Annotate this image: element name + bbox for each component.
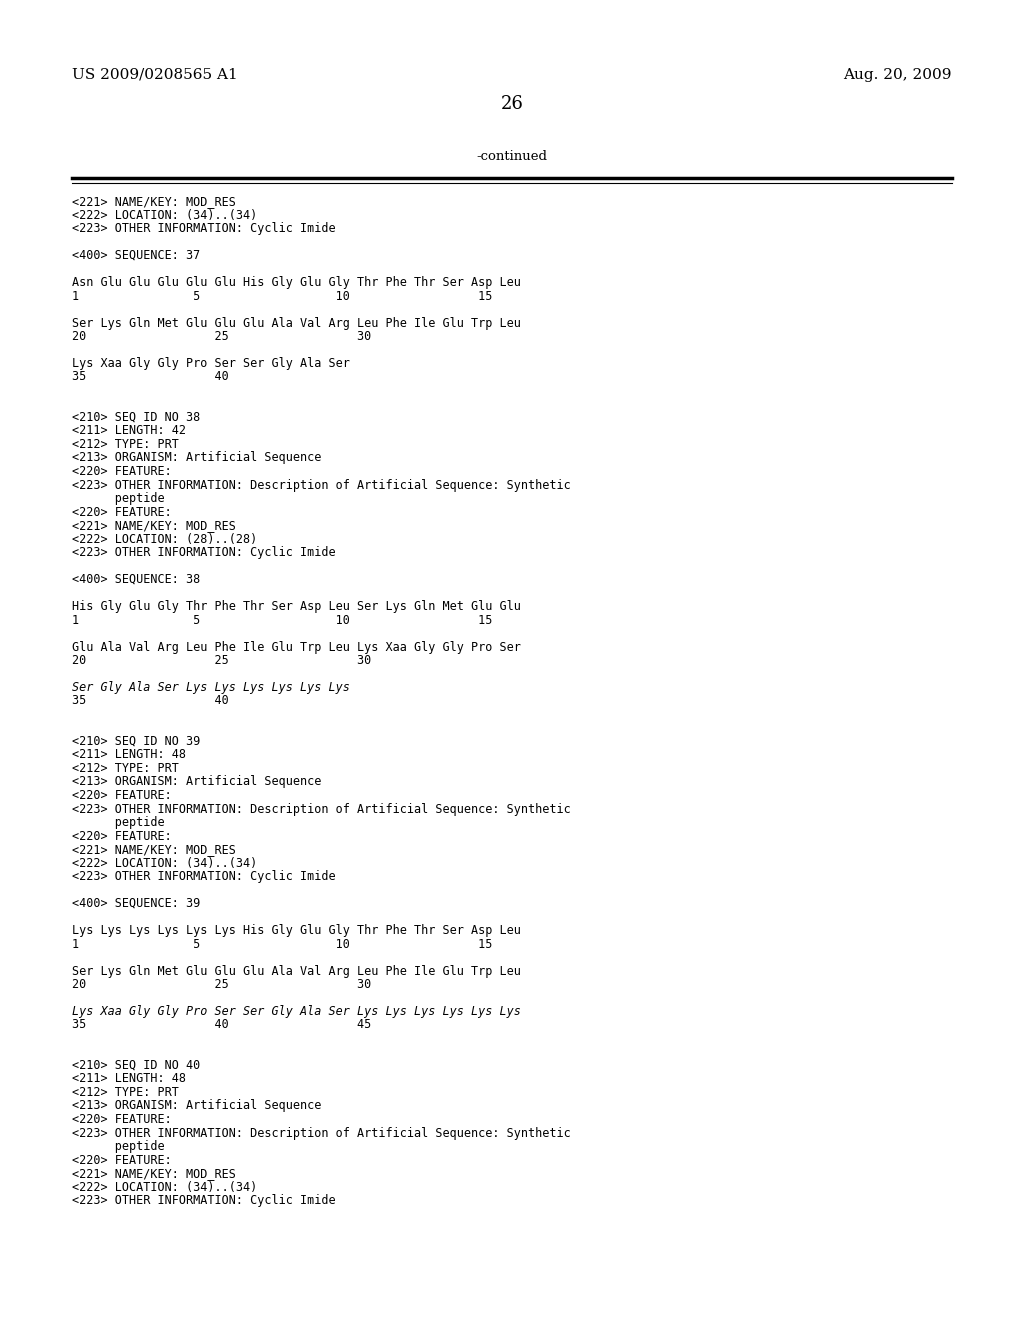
- Text: <210> SEQ ID NO 40: <210> SEQ ID NO 40: [72, 1059, 201, 1072]
- Text: Lys Lys Lys Lys Lys Lys His Gly Glu Gly Thr Phe Thr Ser Asp Leu: Lys Lys Lys Lys Lys Lys His Gly Glu Gly …: [72, 924, 521, 937]
- Text: <220> FEATURE:: <220> FEATURE:: [72, 506, 172, 519]
- Text: -continued: -continued: [476, 150, 548, 162]
- Text: <210> SEQ ID NO 39: <210> SEQ ID NO 39: [72, 735, 201, 748]
- Text: Ser Lys Gln Met Glu Glu Glu Ala Val Arg Leu Phe Ile Glu Trp Leu: Ser Lys Gln Met Glu Glu Glu Ala Val Arg …: [72, 965, 521, 978]
- Text: 35                  40                  45: 35 40 45: [72, 1019, 372, 1031]
- Text: 35                  40: 35 40: [72, 694, 228, 708]
- Text: <223> OTHER INFORMATION: Description of Artificial Sequence: Synthetic: <223> OTHER INFORMATION: Description of …: [72, 479, 570, 491]
- Text: Asn Glu Glu Glu Glu Glu His Gly Glu Gly Thr Phe Thr Ser Asp Leu: Asn Glu Glu Glu Glu Glu His Gly Glu Gly …: [72, 276, 521, 289]
- Text: <211> LENGTH: 48: <211> LENGTH: 48: [72, 748, 186, 762]
- Text: 26: 26: [501, 95, 523, 114]
- Text: 1                5                   10                  15: 1 5 10 15: [72, 289, 493, 302]
- Text: <221> NAME/KEY: MOD_RES: <221> NAME/KEY: MOD_RES: [72, 519, 236, 532]
- Text: <221> NAME/KEY: MOD_RES: <221> NAME/KEY: MOD_RES: [72, 843, 236, 855]
- Text: <222> LOCATION: (34)..(34): <222> LOCATION: (34)..(34): [72, 857, 257, 870]
- Text: <223> OTHER INFORMATION: Description of Artificial Sequence: Synthetic: <223> OTHER INFORMATION: Description of …: [72, 803, 570, 816]
- Text: <212> TYPE: PRT: <212> TYPE: PRT: [72, 1086, 179, 1100]
- Text: 35                  40: 35 40: [72, 371, 228, 384]
- Text: <212> TYPE: PRT: <212> TYPE: PRT: [72, 438, 179, 451]
- Text: 20                  25                  30: 20 25 30: [72, 330, 372, 343]
- Text: <220> FEATURE:: <220> FEATURE:: [72, 789, 172, 803]
- Text: 1                5                   10                  15: 1 5 10 15: [72, 614, 493, 627]
- Text: Ser Gly Ala Ser Lys Lys Lys Lys Lys Lys: Ser Gly Ala Ser Lys Lys Lys Lys Lys Lys: [72, 681, 350, 694]
- Text: <210> SEQ ID NO 38: <210> SEQ ID NO 38: [72, 411, 201, 424]
- Text: US 2009/0208565 A1: US 2009/0208565 A1: [72, 69, 238, 82]
- Text: <220> FEATURE:: <220> FEATURE:: [72, 465, 172, 478]
- Text: Aug. 20, 2009: Aug. 20, 2009: [844, 69, 952, 82]
- Text: <220> FEATURE:: <220> FEATURE:: [72, 1154, 172, 1167]
- Text: <222> LOCATION: (28)..(28): <222> LOCATION: (28)..(28): [72, 532, 257, 545]
- Text: <213> ORGANISM: Artificial Sequence: <213> ORGANISM: Artificial Sequence: [72, 451, 322, 465]
- Text: Lys Xaa Gly Gly Pro Ser Ser Gly Ala Ser: Lys Xaa Gly Gly Pro Ser Ser Gly Ala Ser: [72, 356, 350, 370]
- Text: <223> OTHER INFORMATION: Description of Artificial Sequence: Synthetic: <223> OTHER INFORMATION: Description of …: [72, 1126, 570, 1139]
- Text: <221> NAME/KEY: MOD_RES: <221> NAME/KEY: MOD_RES: [72, 1167, 236, 1180]
- Text: <211> LENGTH: 48: <211> LENGTH: 48: [72, 1072, 186, 1085]
- Text: 1                5                   10                  15: 1 5 10 15: [72, 937, 493, 950]
- Text: His Gly Glu Gly Thr Phe Thr Ser Asp Leu Ser Lys Gln Met Glu Glu: His Gly Glu Gly Thr Phe Thr Ser Asp Leu …: [72, 601, 521, 612]
- Text: <212> TYPE: PRT: <212> TYPE: PRT: [72, 762, 179, 775]
- Text: 20                  25                  30: 20 25 30: [72, 978, 372, 991]
- Text: <400> SEQUENCE: 38: <400> SEQUENCE: 38: [72, 573, 201, 586]
- Text: <213> ORGANISM: Artificial Sequence: <213> ORGANISM: Artificial Sequence: [72, 776, 322, 788]
- Text: Glu Ala Val Arg Leu Phe Ile Glu Trp Leu Lys Xaa Gly Gly Pro Ser: Glu Ala Val Arg Leu Phe Ile Glu Trp Leu …: [72, 640, 521, 653]
- Text: <223> OTHER INFORMATION: Cyclic Imide: <223> OTHER INFORMATION: Cyclic Imide: [72, 222, 336, 235]
- Text: <223> OTHER INFORMATION: Cyclic Imide: <223> OTHER INFORMATION: Cyclic Imide: [72, 870, 336, 883]
- Text: peptide: peptide: [72, 1140, 165, 1152]
- Text: peptide: peptide: [72, 816, 165, 829]
- Text: <222> LOCATION: (34)..(34): <222> LOCATION: (34)..(34): [72, 1180, 257, 1193]
- Text: <400> SEQUENCE: 39: <400> SEQUENCE: 39: [72, 898, 201, 909]
- Text: Ser Lys Gln Met Glu Glu Glu Ala Val Arg Leu Phe Ile Glu Trp Leu: Ser Lys Gln Met Glu Glu Glu Ala Val Arg …: [72, 317, 521, 330]
- Text: 20                  25                  30: 20 25 30: [72, 653, 372, 667]
- Text: <221> NAME/KEY: MOD_RES: <221> NAME/KEY: MOD_RES: [72, 195, 236, 209]
- Text: <223> OTHER INFORMATION: Cyclic Imide: <223> OTHER INFORMATION: Cyclic Imide: [72, 546, 336, 558]
- Text: <222> LOCATION: (34)..(34): <222> LOCATION: (34)..(34): [72, 209, 257, 222]
- Text: <400> SEQUENCE: 37: <400> SEQUENCE: 37: [72, 249, 201, 261]
- Text: <213> ORGANISM: Artificial Sequence: <213> ORGANISM: Artificial Sequence: [72, 1100, 322, 1113]
- Text: Lys Xaa Gly Gly Pro Ser Ser Gly Ala Ser Lys Lys Lys Lys Lys Lys: Lys Xaa Gly Gly Pro Ser Ser Gly Ala Ser …: [72, 1005, 521, 1018]
- Text: <220> FEATURE:: <220> FEATURE:: [72, 829, 172, 842]
- Text: <211> LENGTH: 42: <211> LENGTH: 42: [72, 425, 186, 437]
- Text: peptide: peptide: [72, 492, 165, 506]
- Text: <220> FEATURE:: <220> FEATURE:: [72, 1113, 172, 1126]
- Text: <223> OTHER INFORMATION: Cyclic Imide: <223> OTHER INFORMATION: Cyclic Imide: [72, 1195, 336, 1206]
